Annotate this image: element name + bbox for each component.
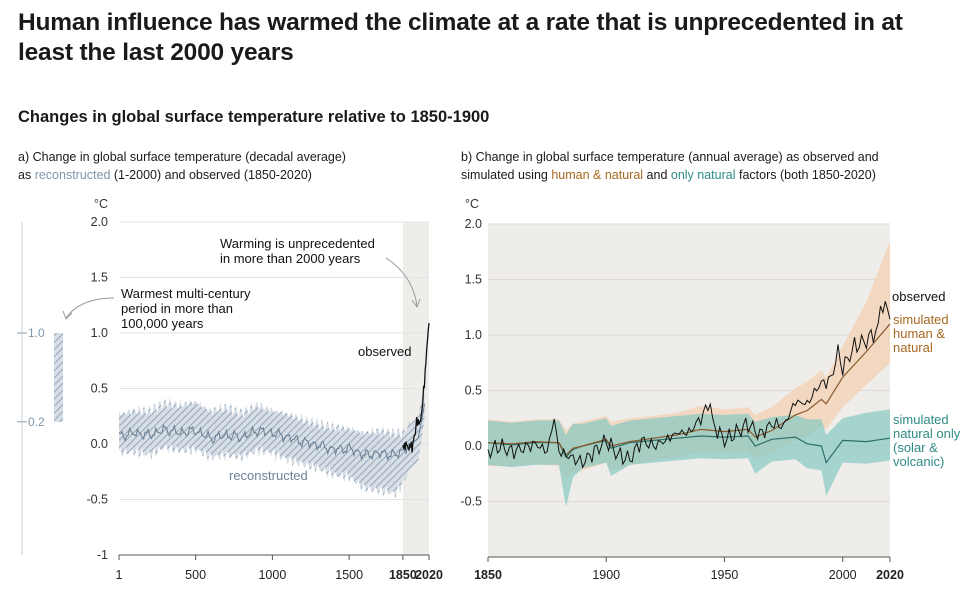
panel-a-observed-line (402, 322, 430, 453)
annotation-warmest-line3: 100,000 years (121, 316, 204, 331)
panel-b-y-tick-label: 1.0 (465, 328, 482, 342)
panel-b-x-tick-label: 1950 (711, 568, 739, 582)
panel-a-title-reconstructed: reconstructed (34, 168, 111, 182)
panel-b-observed-line (487, 301, 891, 469)
annotation-unprecedented-arrow (385, 257, 418, 307)
panel-b-title-line1: b) Change in global surface temperature … (461, 150, 879, 164)
panel-b-x-tick-label: 2020 (876, 568, 904, 582)
panel-a-x-tick-label: 1850 (389, 568, 417, 582)
panel-a-y-unit: °C (94, 197, 108, 211)
panel-b-chart: 2.0 1.5 1.0 0.5 0.0 -0.5 °C 1850 1900 1950 2000 202… (460, 197, 960, 582)
panel-a-title-line2: as reconstructed (1-2000) and observed (… (18, 166, 438, 184)
panel-a-x-tick-label: 500 (185, 568, 206, 582)
reconstructed-line (118, 403, 426, 462)
natural-only-label-line3: (solar & (893, 440, 938, 455)
panel-b-y-tick-label: 0.5 (465, 384, 482, 398)
side-bar-low-label: 0.2 (28, 415, 45, 429)
panel-b-y-unit: °C (465, 197, 479, 211)
panel-a-y-tick-label: 0.5 (91, 382, 108, 396)
human-natural-label-line3: natural (893, 340, 933, 355)
panel-a-y-tick-label: 1.0 (91, 326, 108, 340)
reconstructed-uncertainty-band (119, 384, 425, 500)
panel-b-title-natural: only natural (670, 168, 736, 182)
panel-b-y-tick-label: 2.0 (465, 217, 482, 231)
natural-only-label-line1: simulated (893, 412, 949, 427)
panel-a-y-tick-label: 1.5 (91, 271, 108, 285)
panel-a-observed-label: observed (358, 344, 411, 359)
annotation-warmest-line2: period in more than (121, 301, 233, 316)
panel-b-x-tick-label: 2000 (829, 568, 857, 582)
annotation-unprecedented-line1: Warming is unprecedented (220, 236, 375, 251)
panel-b-title-post: factors (both 1850-2020) (735, 168, 876, 182)
panel-b-title: b) Change in global surface temperature … (461, 148, 971, 184)
panel-a-x-tick-label: 1 (116, 568, 123, 582)
human-natural-label-line1: simulated (893, 312, 949, 327)
panel-b-y-tick-label: -0.5 (460, 495, 482, 509)
annotation-warmest-line1: Warmest multi-century (121, 286, 251, 301)
panel-b-y-tick-label: 0.0 (465, 439, 482, 453)
panel-b-x-tick-label: 1900 (592, 568, 620, 582)
panel-a-y-tick-label: -1 (97, 548, 108, 562)
panel-a-title-as: as (18, 168, 35, 182)
human-natural-label-line2: human & (893, 326, 945, 341)
panel-a-chart: 2.01.51.00.50.0-0.5-1°C1 500 1000 1500 18502… (17, 197, 443, 582)
panel-a-y-tick-label: 0.0 (91, 437, 108, 451)
side-bar-high-label: 1.0 (28, 326, 45, 340)
panel-b-x-tick-label: 1850 (474, 568, 502, 582)
warmest-period-bar (54, 333, 63, 422)
natural-only-label-line4: volcanic) (893, 454, 944, 469)
reconstructed-label: reconstructed (229, 468, 308, 483)
annotation-unprecedented-arrowhead (411, 298, 421, 309)
panel-a-title-mid: (1-2000) and observed (1850-2020) (110, 168, 312, 182)
panel-b-y-tick-label: 1.5 (465, 273, 482, 287)
panel-b-observed-label: observed (892, 289, 945, 304)
panel-a-x-tick-label: 1500 (335, 568, 363, 582)
panel-b-title-and: and (643, 168, 671, 182)
annotation-warmest-arrowhead (62, 310, 73, 320)
panel-b-title-line2: simulated using human & natural and only… (461, 166, 971, 184)
natural-only-line (487, 435, 891, 464)
panel-a-y-tick-label: 2.0 (91, 215, 108, 229)
panel-b-title-pre: simulated using (461, 168, 552, 182)
panel-a-title: a) Change in global surface temperature … (18, 148, 438, 184)
panel-b-title-human: human & natural (551, 168, 644, 182)
page-title: Human influence has warmed the climate a… (18, 9, 903, 66)
natural-only-band (488, 409, 890, 508)
annotation-warmest-arrow (65, 297, 115, 319)
natural-only-label-line2: natural only (893, 426, 961, 441)
annotation-unprecedented-line2: in more than 2000 years (220, 251, 361, 266)
page-subtitle: Changes in global surface temperature re… (18, 108, 490, 126)
panel-a-y-tick-label: -0.5 (86, 493, 108, 507)
panel-a-title-line1: a) Change in global surface temperature … (18, 150, 346, 164)
panel-a-x-tick-label: 1000 (258, 568, 286, 582)
panel-a-x-tick-label: 2020 (415, 568, 443, 582)
